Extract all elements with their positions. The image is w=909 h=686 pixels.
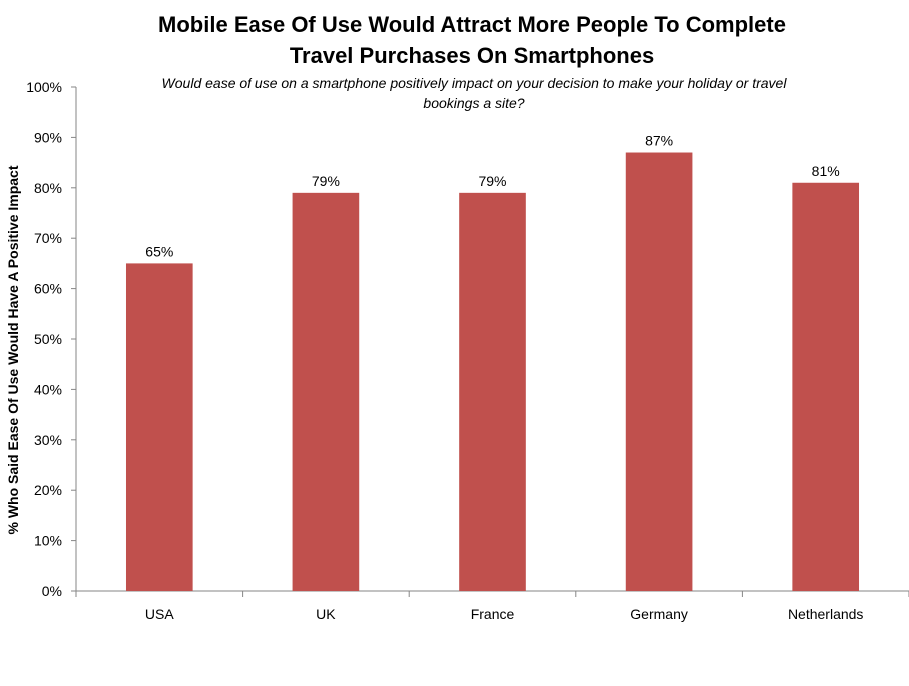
y-tick-label: 0% [42, 583, 62, 599]
bars [125, 152, 860, 591]
y-tick-label: 70% [34, 230, 62, 246]
chart-title-line-1: Mobile Ease Of Use Would Attract More Pe… [158, 12, 786, 37]
data-label: 65% [145, 243, 173, 259]
y-tick-label: 10% [34, 533, 62, 549]
bar-netherlands [792, 182, 860, 591]
y-axis: 0% 10% 20% 30% 40% 50% 60% 70% 80% 90% 100% [26, 79, 77, 599]
y-axis-label: % Who Said Ease Of Use Would Have A Posi… [5, 165, 21, 534]
y-tick-label: 20% [34, 482, 62, 498]
data-label: 81% [812, 163, 840, 179]
bar-uk [292, 192, 360, 591]
x-tick-label: UK [316, 606, 336, 622]
y-tick-label: 80% [34, 180, 62, 196]
x-tick-label: USA [145, 606, 174, 622]
bar-germany [625, 152, 693, 591]
data-label: 87% [645, 133, 673, 149]
y-tick-label: 40% [34, 381, 62, 397]
x-tick-label: France [471, 606, 515, 622]
chart-title: Mobile Ease Of Use Would Attract More Pe… [158, 12, 786, 68]
y-tick-label: 100% [26, 79, 62, 95]
chart-title-line-2: Travel Purchases On Smartphones [290, 43, 654, 68]
y-tick-label: 50% [34, 331, 62, 347]
data-label: 79% [478, 173, 506, 189]
bar-usa [125, 263, 193, 591]
chart-subtitle: Would ease of use on a smartphone positi… [162, 75, 788, 111]
bar-france [459, 192, 526, 591]
chart-subtitle-line-1: Would ease of use on a smartphone positi… [162, 75, 788, 91]
x-tick-label: Netherlands [788, 606, 864, 622]
x-tick-label: Germany [630, 606, 688, 622]
data-labels: 65% 79% 79% 87% 81% [145, 133, 839, 260]
data-label: 79% [312, 173, 340, 189]
y-tick-label: 30% [34, 432, 62, 448]
y-tick-label: 90% [34, 129, 62, 145]
x-axis: USA UK France Germany Netherlands [75, 590, 909, 622]
chart-subtitle-line-2: bookings a site? [423, 95, 524, 111]
y-tick-label: 60% [34, 281, 62, 297]
